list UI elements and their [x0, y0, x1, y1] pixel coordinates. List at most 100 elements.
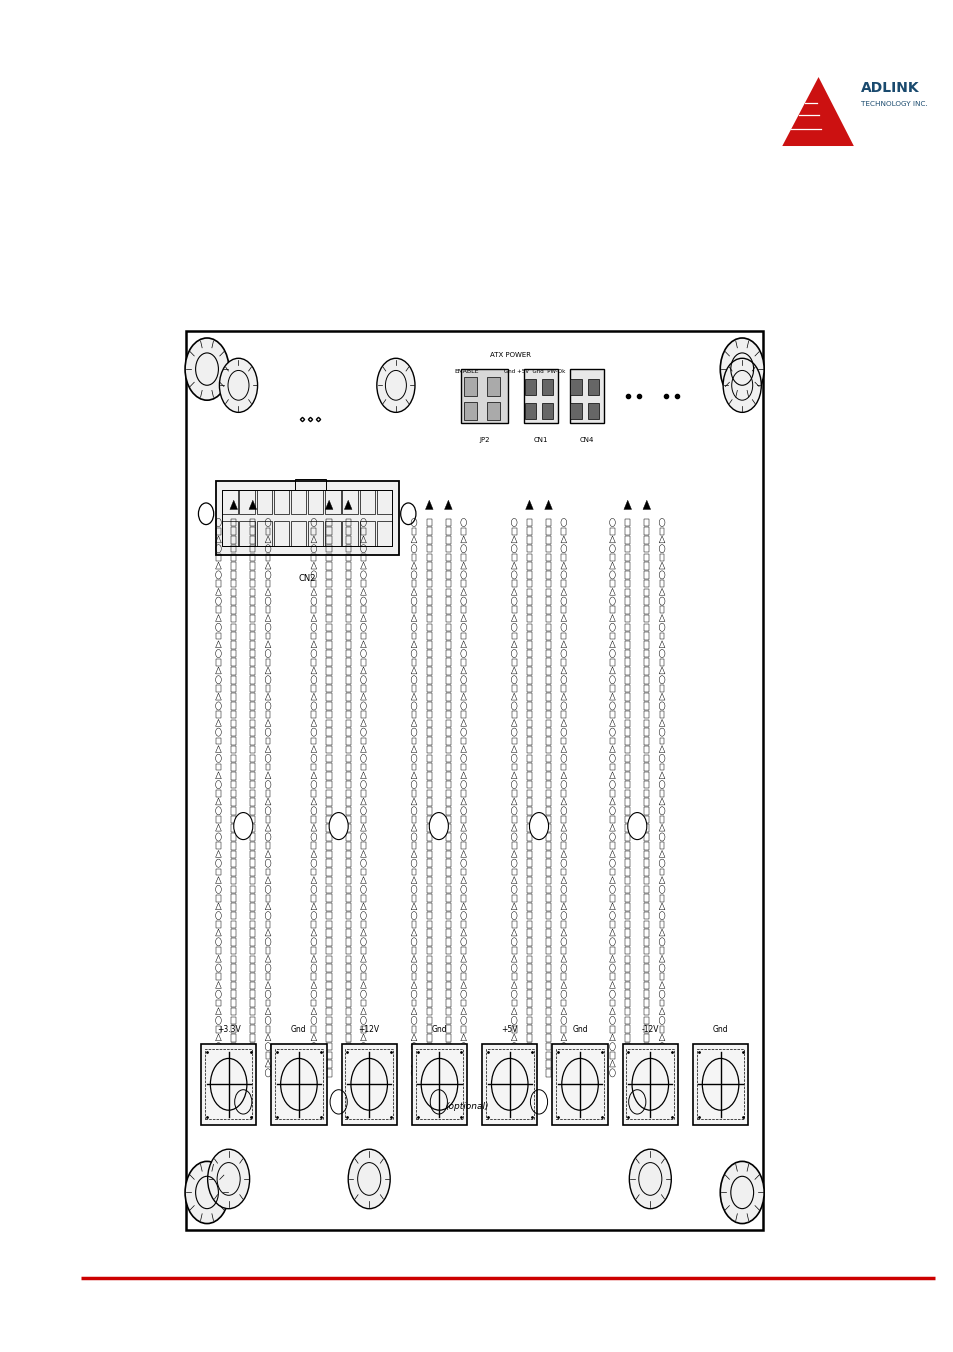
Bar — [545, 886, 551, 894]
Bar — [360, 817, 365, 823]
Bar — [326, 1042, 332, 1051]
Bar — [311, 738, 315, 744]
Bar — [511, 685, 516, 692]
Bar — [345, 1060, 351, 1068]
Bar — [523, 369, 558, 423]
Bar — [256, 521, 272, 545]
Bar — [526, 580, 532, 587]
Bar — [560, 658, 566, 665]
Bar — [326, 588, 332, 596]
Bar — [610, 817, 614, 823]
Text: Gnd: Gnd — [712, 1025, 728, 1034]
Bar — [265, 633, 271, 639]
Bar — [412, 527, 416, 534]
Bar — [545, 1042, 551, 1051]
Bar — [643, 798, 649, 806]
Bar — [250, 737, 255, 745]
Bar — [360, 711, 365, 718]
Bar — [342, 489, 357, 514]
Bar — [345, 895, 351, 902]
Bar — [412, 633, 416, 639]
Circle shape — [429, 813, 448, 840]
Bar — [231, 711, 236, 718]
Bar — [426, 982, 432, 990]
Bar — [624, 877, 630, 884]
Bar — [486, 377, 499, 396]
Bar — [265, 948, 271, 955]
Bar — [250, 929, 255, 937]
Bar — [326, 895, 332, 902]
Bar — [416, 1049, 463, 1119]
Bar — [326, 1034, 332, 1041]
Text: CN1: CN1 — [533, 437, 548, 442]
Bar — [624, 790, 630, 798]
Bar — [526, 527, 532, 535]
Bar — [526, 929, 532, 937]
Bar — [265, 527, 271, 534]
Bar — [326, 633, 332, 639]
Bar — [345, 519, 351, 526]
Circle shape — [208, 1149, 250, 1209]
Bar — [445, 641, 451, 649]
Circle shape — [185, 338, 229, 400]
Bar — [445, 650, 451, 657]
Bar — [426, 554, 432, 561]
Bar — [461, 790, 465, 796]
Bar — [526, 562, 532, 571]
Bar — [360, 685, 365, 692]
Bar — [360, 764, 365, 771]
Polygon shape — [325, 500, 333, 510]
Bar — [643, 588, 649, 596]
Bar — [560, 948, 566, 955]
Bar — [445, 895, 451, 902]
Bar — [231, 641, 236, 649]
Bar — [545, 606, 551, 614]
Bar — [445, 860, 451, 867]
Bar — [250, 1017, 255, 1025]
Bar — [643, 754, 649, 763]
Bar — [445, 781, 451, 788]
Bar — [250, 633, 255, 639]
Bar — [345, 684, 351, 692]
Bar — [560, 921, 566, 927]
Bar — [624, 658, 630, 667]
Bar — [215, 607, 221, 614]
Bar — [659, 1052, 663, 1059]
Bar — [426, 527, 432, 535]
Bar — [345, 606, 351, 614]
Bar — [461, 999, 465, 1006]
Bar — [659, 948, 663, 955]
Bar — [643, 711, 649, 718]
Bar — [215, 999, 221, 1006]
Bar — [659, 895, 663, 902]
Bar — [526, 999, 532, 1007]
Bar — [526, 764, 532, 771]
Bar — [545, 562, 551, 571]
Bar — [610, 738, 614, 744]
Bar — [326, 973, 332, 980]
Bar — [426, 903, 432, 911]
Bar — [643, 982, 649, 990]
Bar — [345, 754, 351, 763]
Bar — [692, 1044, 747, 1125]
Bar — [250, 903, 255, 911]
Bar — [311, 868, 315, 875]
Bar — [426, 737, 432, 745]
Bar — [624, 519, 630, 526]
Bar — [624, 746, 630, 753]
Bar — [326, 580, 332, 587]
Bar — [412, 1052, 416, 1059]
Bar — [215, 527, 221, 534]
Bar — [311, 999, 315, 1006]
Bar — [360, 790, 365, 796]
Bar — [624, 886, 630, 894]
Bar — [345, 790, 351, 798]
Bar — [659, 633, 663, 639]
Bar — [231, 650, 236, 657]
Bar — [326, 1025, 332, 1033]
Bar — [231, 911, 236, 919]
Bar — [326, 833, 332, 841]
Bar — [186, 331, 762, 1230]
Bar — [250, 1060, 255, 1068]
Bar — [311, 817, 315, 823]
